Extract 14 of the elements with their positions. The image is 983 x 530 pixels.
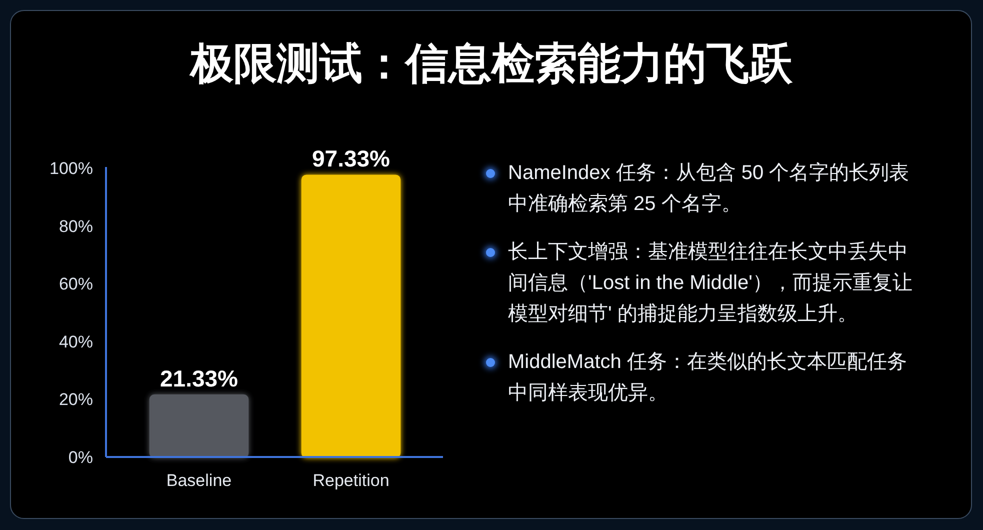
y-tick-label: 100% xyxy=(50,159,93,178)
data-label: 21.33% xyxy=(160,365,238,392)
y-tick-label: 0% xyxy=(68,448,93,467)
text: 长上下文增强：基准模型往往在长文中丢失中间信息（'Lost in the Middle'），而提示重复让模型对细节' 的捕捉能力呈指数级上升。 xyxy=(508,241,912,325)
y-tick-label: 80% xyxy=(58,216,93,236)
x-tick-label: Baseline xyxy=(166,471,232,490)
text: NameIndex 任务：从包含 50 个名字的长列表中准确检索第 25 个名字。 xyxy=(508,162,910,215)
y-tick-label: 40% xyxy=(58,332,93,352)
chart-title: 极限测试：信息检索能力的飞跃 xyxy=(188,39,794,90)
text: MiddleMatch 任务：在类似的长文本匹配任务中同样表现优异。 xyxy=(508,351,907,404)
data-label: 97.33% xyxy=(312,146,390,172)
x-tick-label: Repetition xyxy=(312,471,390,490)
y-tick-label: 60% xyxy=(58,274,93,294)
y-tick-label: 20% xyxy=(58,390,93,410)
